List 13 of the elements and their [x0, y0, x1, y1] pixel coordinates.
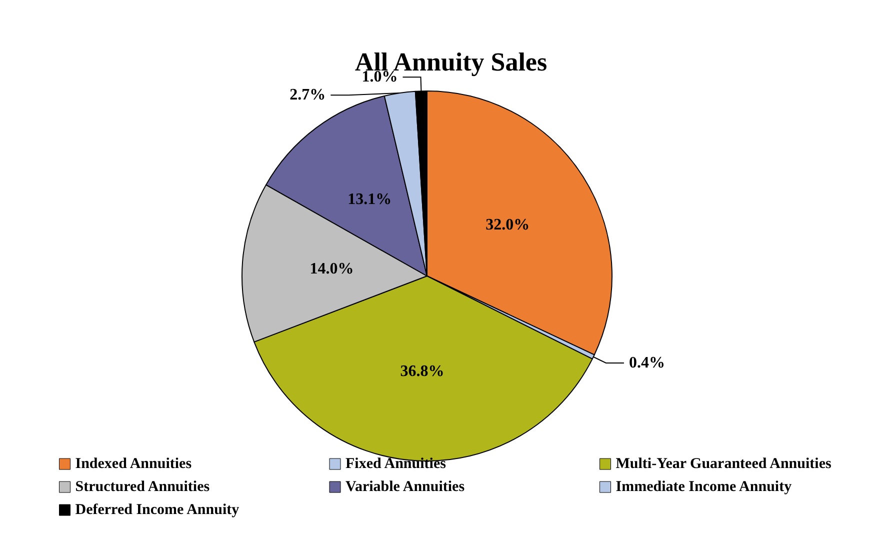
- data-label: 13.1%: [348, 191, 392, 208]
- legend-label: Structured Annuities: [75, 479, 210, 495]
- data-label: 2.7%: [290, 86, 326, 104]
- data-label: 36.8%: [400, 362, 444, 380]
- legend-label: Multi-Year Guaranteed Annuities: [616, 456, 832, 472]
- legend-label: Fixed Annuities: [346, 456, 446, 472]
- data-label: 0.4%: [628, 354, 665, 372]
- data-label: 32.0%: [486, 216, 530, 234]
- legend-label: Deferred Income Annuity: [75, 502, 240, 518]
- legend-label: Indexed Annuities: [75, 456, 192, 472]
- legend-label: Variable Annuities: [346, 479, 465, 495]
- data-label: 14.0%: [310, 260, 354, 278]
- legend-label: Immediate Income Annuity: [616, 479, 792, 495]
